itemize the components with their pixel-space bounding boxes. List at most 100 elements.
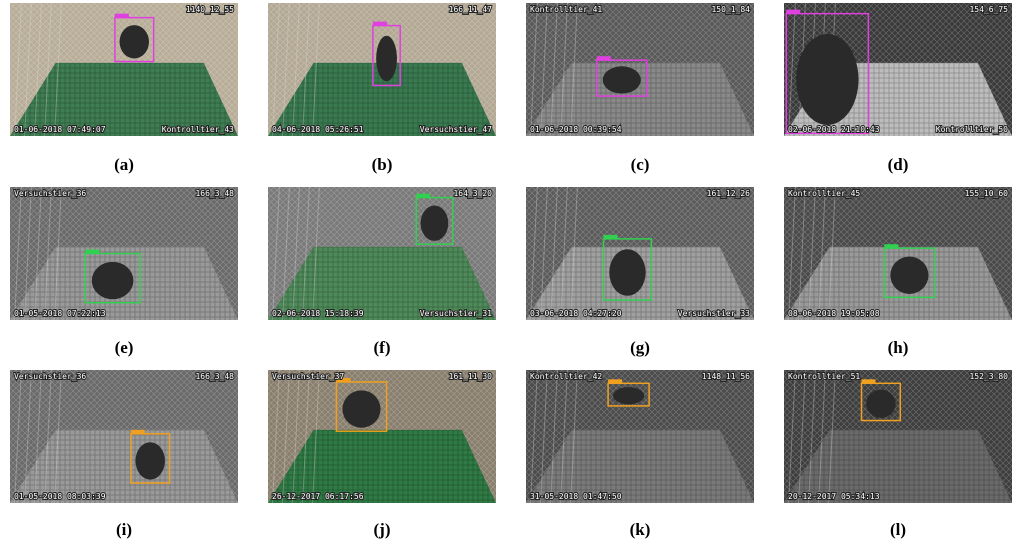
cage-bar <box>44 187 52 320</box>
overlay-top-right: 1148_11_56 <box>702 372 750 381</box>
box-tag <box>861 379 876 384</box>
bounding-box <box>883 247 936 299</box>
cage-bar <box>272 3 280 136</box>
floor-grid <box>10 429 238 503</box>
overlay-top-left: Versuchstier_36 <box>14 189 86 198</box>
bounding-box <box>785 12 870 135</box>
cage-bar <box>818 370 826 503</box>
caption: (a) <box>114 155 134 174</box>
cage-bar <box>570 370 578 503</box>
overlay-bottom-left: 03-06-2018 04:27:20 <box>530 309 622 318</box>
cage-bar <box>54 3 62 136</box>
cage-bar <box>302 3 310 136</box>
cage-bar <box>540 370 548 503</box>
floor-grid <box>526 62 754 136</box>
cage-bar <box>788 3 796 136</box>
bounding-box <box>84 252 141 304</box>
overlay-bottom-left: 08-06-2018 19:05:08 <box>788 309 880 318</box>
bounding-box <box>607 382 650 407</box>
panel: 1140_12_55 01-06-2018 07:49:07 Kontrolltie… <box>10 3 238 136</box>
animal <box>866 389 896 418</box>
cage-bar <box>272 187 280 320</box>
cage-bar <box>312 370 320 503</box>
caption: (k) <box>630 520 651 539</box>
panel: Versuchstier_36 166_3_48 01-05-2018 08:03:… <box>10 370 238 503</box>
cage-bar <box>292 3 300 136</box>
overlay-bottom-left: 26-12-2017 06:17:56 <box>272 492 364 501</box>
caption: (j) <box>374 520 391 539</box>
panel: Kontrolltier_45 155_10_60 08-06-2018 19:05… <box>784 187 1012 320</box>
animal <box>91 261 134 300</box>
cage-bar <box>272 370 280 503</box>
overlay-top-right: 166_3_48 <box>195 372 234 381</box>
photo: Kontrolltier_51 152_3_80 20-12-2017 05:34:… <box>784 370 1012 503</box>
caption: (h) <box>888 338 909 357</box>
photo: 164_3_20 02-06-2018 15:18:39 Versuchstier_… <box>268 187 496 320</box>
overlay-top-right: 154_6_75 <box>969 5 1008 14</box>
overlay-top-left: Versuchstier_36 <box>14 372 86 381</box>
photo: Kontrolltier_41 150_1_84 01-06-2018 00:39:… <box>526 3 754 136</box>
panel: Versuchstier_36 166_3_48 01-05-2018 07:22:… <box>10 187 238 320</box>
overlay-top-right: 1140_12_55 <box>186 5 234 14</box>
box-tag <box>603 234 618 239</box>
cage-bar <box>14 187 22 320</box>
box-tag <box>596 56 611 61</box>
cage-bar <box>788 370 796 503</box>
panel: 154_6_75 02-06-2018 21:10:43 Kontrolltier_… <box>784 3 1012 136</box>
overlay-bottom-left: 01-05-2018 08:03:39 <box>14 492 106 501</box>
cage-bar <box>34 370 42 503</box>
caption: (l) <box>890 520 906 539</box>
photo: Versuchstier_36 166_3_48 01-05-2018 08:03:… <box>10 370 238 503</box>
overlay-top-left: Kontrolltier_51 <box>788 372 860 381</box>
floor-grid <box>784 429 1012 503</box>
photo: 166_11_47 04-06-2018 05:26:51 Versuchstier… <box>268 3 496 136</box>
cage-bar <box>24 187 32 320</box>
caption: (b) <box>372 155 393 174</box>
overlay-bottom-right: Versuchstier_33 <box>678 309 750 318</box>
cage-bar <box>34 3 42 136</box>
cage-bar <box>24 3 32 136</box>
cage-bar <box>44 370 52 503</box>
photo: 1140_12_55 01-06-2018 07:49:07 Kontrolltie… <box>10 3 238 136</box>
bounding-box <box>860 382 902 422</box>
cage-bar <box>530 3 538 136</box>
overlay-top-left: Kontrolltier_41 <box>530 5 602 14</box>
photo: Kontrolltier_45 155_10_60 08-06-2018 19:05… <box>784 187 1012 320</box>
cage-bar <box>44 3 52 136</box>
box-tag <box>114 13 129 18</box>
cage-bar <box>570 3 578 136</box>
overlay-top-left: Kontrolltier_45 <box>788 189 860 198</box>
cage-bar <box>798 187 806 320</box>
panel: 164_3_20 02-06-2018 15:18:39 Versuchstier_… <box>268 187 496 320</box>
cage-bar <box>292 187 300 320</box>
caption: (d) <box>888 155 909 174</box>
overlay-top-right: 161_11_30 <box>449 372 493 381</box>
cage-bar <box>808 187 816 320</box>
bounding-box <box>130 433 171 484</box>
overlay-bottom-left: 20-12-2017 05:34:13 <box>788 492 880 501</box>
overlay-top-right: 166_3_48 <box>195 189 234 198</box>
cage-bar <box>818 187 826 320</box>
caption: (e) <box>115 338 134 357</box>
box-tag <box>786 9 801 14</box>
floor-grid <box>268 246 496 320</box>
overlay-bottom-left: 01-06-2018 07:49:07 <box>14 125 106 134</box>
cage-bar <box>530 370 538 503</box>
animal <box>602 66 641 94</box>
box-tag <box>130 429 145 434</box>
cage-bar <box>24 370 32 503</box>
overlay-bottom-right: Versuchstier_47 <box>420 125 492 134</box>
animal <box>609 249 646 296</box>
panel: Kontrolltier_51 152_3_80 20-12-2017 05:34:… <box>784 370 1012 503</box>
overlay-top-right: 161_12_26 <box>707 189 751 198</box>
cage-bar <box>302 370 310 503</box>
cage-bar <box>560 370 568 503</box>
animal <box>613 387 645 405</box>
cage-bar <box>530 187 538 320</box>
cage-bar <box>282 370 290 503</box>
cage-bar <box>54 187 62 320</box>
cage-bar <box>540 187 548 320</box>
cage-bar <box>34 187 42 320</box>
cage-bar <box>54 370 62 503</box>
